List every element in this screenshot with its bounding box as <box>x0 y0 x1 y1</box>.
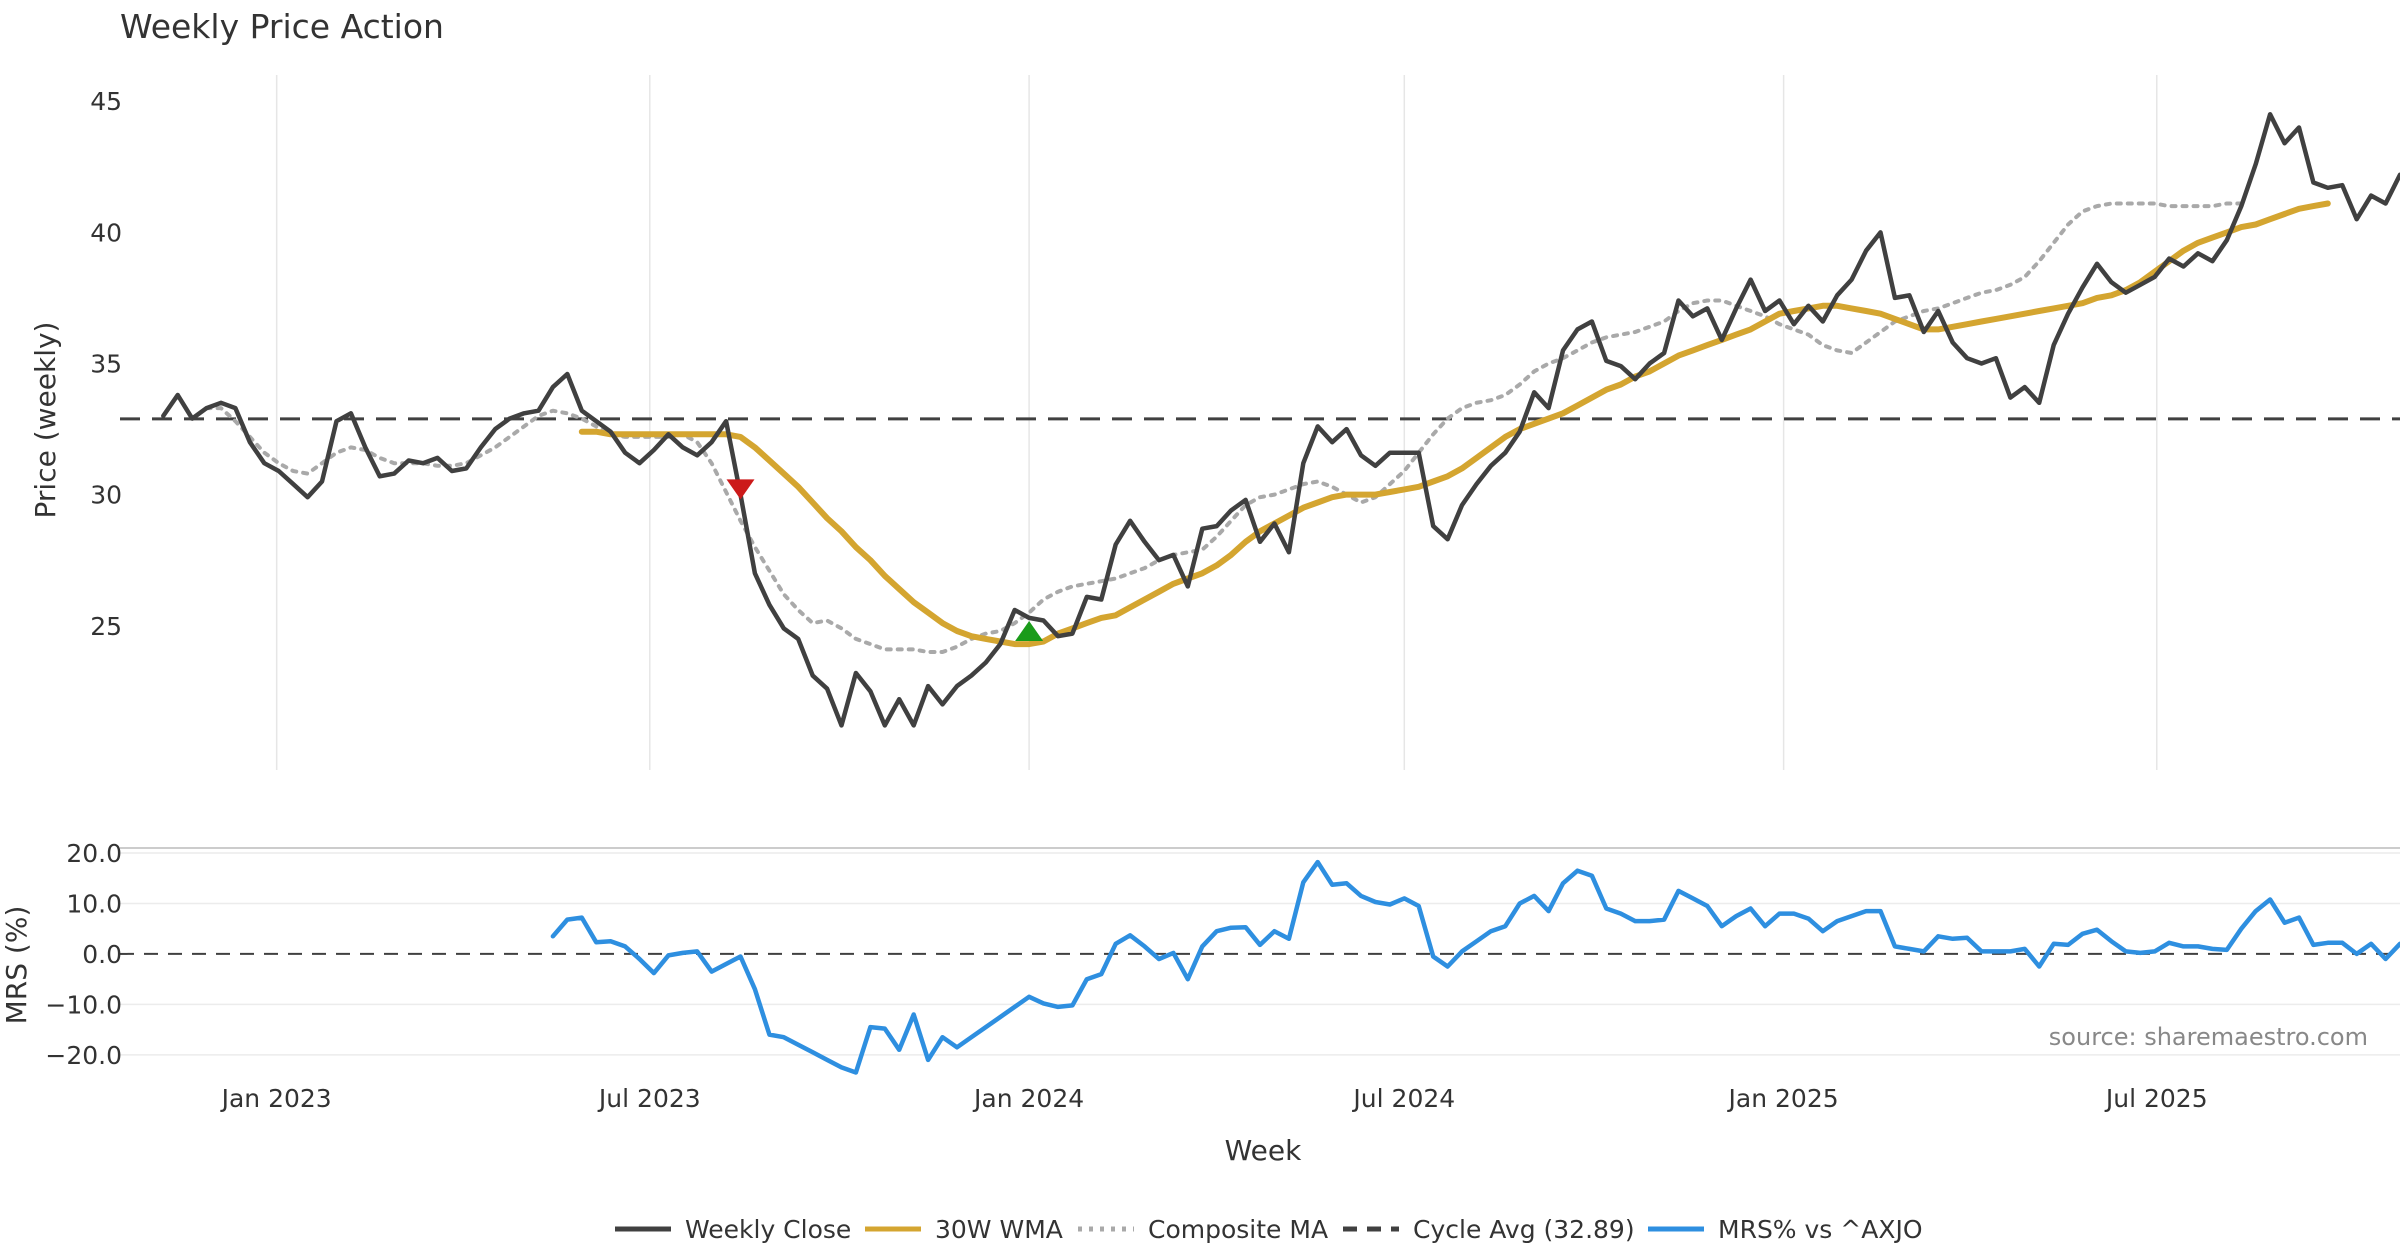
source-annotation: source: sharemaestro.com <box>2049 1023 2368 1051</box>
price-y-tick-25: 25 <box>90 612 122 641</box>
x-axis-label: Week <box>1225 1134 1302 1167</box>
price-y-tick-40: 40 <box>90 218 122 247</box>
price-y-tick-35: 35 <box>90 349 122 378</box>
x-tick-4: Jan 2025 <box>1727 1084 1839 1113</box>
mrs-axis-label: MRS (%) <box>0 906 33 1025</box>
x-tick-1: Jul 2023 <box>597 1084 701 1113</box>
buy-signal-marker <box>1015 621 1044 641</box>
legend-label-cycle-avg-32-89: Cycle Avg (32.89) <box>1413 1215 1635 1244</box>
series-weekly-close <box>161 112 2400 728</box>
x-tick-3: Jul 2024 <box>1351 1084 1455 1113</box>
x-tick-0: Jan 2023 <box>220 1084 332 1113</box>
legend-label-composite-ma: Composite MA <box>1148 1215 1328 1244</box>
sell-signal-marker <box>726 479 755 500</box>
x-tick-labels: Jan 2023 Jul 2023 Jan 2024 Jul 2024 Jan 2025… <box>220 1084 2208 1113</box>
x-tick-2: Jan 2024 <box>972 1084 1084 1113</box>
series-mrs-vs-axjo <box>550 859 2400 1075</box>
mrs-y-tick-4: −20.0 <box>45 1041 122 1070</box>
mrs-y-tick-3: −10.0 <box>45 990 122 1019</box>
legend: Weekly Close 30W WMA Composite MA Cycle Avg… <box>615 1215 1923 1244</box>
mrs-y-tick-labels: 20.0 10.0 0.0 −10.0 −20.0 <box>45 839 122 1070</box>
chart-title: Weekly Price Action <box>120 7 444 46</box>
mrs-series <box>550 859 2400 1075</box>
series-composite-ma <box>204 201 2244 654</box>
legend-label-30w-wma: 30W WMA <box>935 1215 1063 1244</box>
mrs-y-tick-0: 20.0 <box>66 839 122 868</box>
mrs-y-tick-2: 0.0 <box>82 940 122 969</box>
price-series <box>161 112 2400 728</box>
x-tick-5: Jul 2025 <box>2104 1084 2208 1113</box>
mrs-y-tick-1: 10.0 <box>66 889 122 918</box>
legend-label-weekly-close: Weekly Close <box>685 1215 851 1244</box>
price-y-tick-labels: 25 30 35 40 45 <box>90 87 122 641</box>
price-axis-label: Price (weekly) <box>29 322 62 519</box>
series-30w-wma <box>578 200 2331 648</box>
price-y-tick-30: 30 <box>90 481 122 510</box>
price-panel-gridlines <box>275 75 2158 770</box>
legend-label-mrs-vs-axjo: MRS% vs ^AXJO <box>1718 1215 1923 1244</box>
signal-markers <box>726 479 1044 641</box>
price-y-tick-45: 45 <box>90 87 122 116</box>
mrs-panel-gridlines <box>120 847 2400 1056</box>
